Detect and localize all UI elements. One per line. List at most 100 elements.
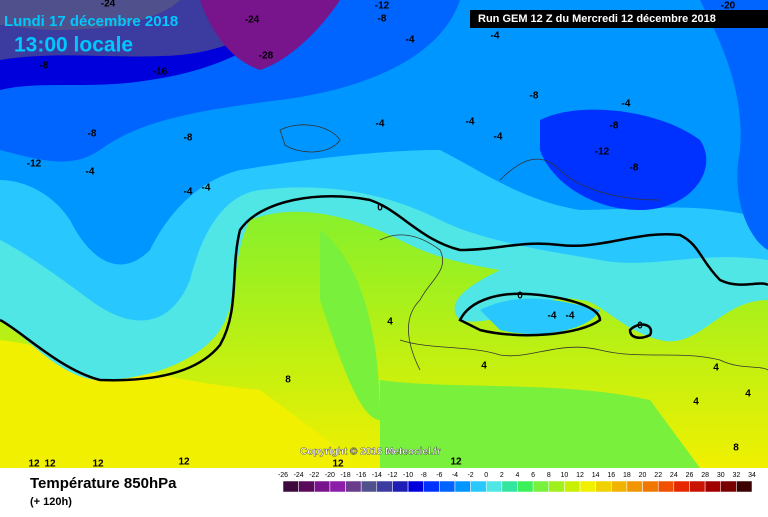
coastlines [279,124,768,371]
legend-tick-label: -6 [436,472,442,479]
contour-label: 12 [44,459,56,470]
contour-label: -4 [86,167,95,178]
legend-tick-label: -20 [325,472,335,479]
contour-label: 0 [637,321,643,332]
contour-labels: -24-24-12-8-20-28-4 -4-8-16-8-4-8 -8-4 -4-4… [27,0,751,470]
legend-swatch [392,480,409,493]
legend-tick-label: 6 [531,472,535,479]
legend-swatch [673,480,690,493]
legend-tick-label: -18 [340,472,350,479]
legend-swatch [376,480,393,493]
legend-swatch [642,480,659,493]
legend-swatch [548,480,565,493]
legend-swatch [736,480,753,493]
run-banner [470,10,768,28]
legend-swatch [611,480,628,493]
legend-swatch [579,480,596,493]
legend-tick-label: -4 [452,472,458,479]
contour-label: -8 [40,61,49,72]
legend-swatch [657,480,675,493]
contour-label: 12 [450,457,462,468]
legend-swatch [407,480,424,493]
legend-tick-label: 30 [717,472,725,479]
legend-swatch [282,480,299,493]
legend-tick-label: 22 [654,472,662,479]
legend-swatch [532,480,550,493]
footer-title: Température 850hPa [30,475,177,492]
legend-swatch [423,480,440,493]
legend-swatch [501,480,518,493]
contour-label: -4 [466,117,475,128]
contour-label: -8 [88,129,97,140]
contour-label: 12 [28,459,40,470]
legend-swatch [345,480,362,493]
legend-tick-label: 8 [547,472,551,479]
legend-tick-label: 32 [732,472,740,479]
legend-swatch [454,480,471,493]
contour-label: -4 [184,187,193,198]
legend-tick-label: -12 [387,472,397,479]
contour-label: -4 [622,99,631,110]
contour-label: -4 [494,132,503,143]
legend-tick-label: 18 [623,472,631,479]
legend-swatch [314,480,331,493]
legend-tick-label: -22 [309,472,319,479]
legend-swatch [360,480,378,493]
legend-swatch [439,480,456,493]
contour-label: -12 [375,1,390,12]
contour-label: 4 [713,363,719,374]
contour-label: -12 [595,147,610,158]
legend-tick-label: 26 [686,472,694,479]
contour-label: 12 [92,459,104,470]
contour-label: -8 [610,121,619,132]
contour-label: -8 [184,133,193,144]
legend-swatch [517,480,534,493]
contour-label: -8 [630,163,639,174]
legend-swatch [704,480,721,493]
contour-label: 12 [178,457,190,468]
legend-tick-label: 0 [484,472,488,479]
legend-tick-label: 24 [670,472,678,479]
legend-tick-label: 28 [701,472,709,479]
contour-label: -4 [202,183,211,194]
legend-tick-label: 4 [516,472,520,479]
legend-tick-label: 12 [576,472,584,479]
contour-label: 8 [733,443,739,454]
contour-label: -4 [548,311,557,322]
legend-tick-label: -26 [278,472,288,479]
contour-label: 4 [745,389,751,400]
legend-tick-label: 16 [607,472,615,479]
legend-swatch [626,480,643,493]
map-field [0,0,768,468]
map-date: Lundi 17 décembre 2018 [4,13,178,30]
contour-label: -4 [406,35,415,46]
legend-tick-label: 14 [592,472,600,479]
legend-tick-label: 2 [500,472,504,479]
contour-label: -12 [27,159,42,170]
legend-tick-label: -14 [372,472,382,479]
color-legend: -26 -24 -22 -20 -18 -16 -14 -12 -10 -8 -6 -4 -2 0 2 4 6 8… [278,472,756,493]
legend-swatch [329,480,346,493]
legend-swatch [689,480,706,493]
legend-swatch [485,480,503,493]
contour-label: -20 [721,1,736,12]
contour-label: 0 [517,291,523,302]
footer-lead: (+ 120h) [30,496,72,508]
contour-label: 12 [332,459,344,470]
contour-label: 8 [285,375,291,386]
legend-swatch [595,480,612,493]
run-info: Run GEM 12 Z du Mercredi 12 décembre 201… [478,13,716,25]
contour-label: 4 [387,317,393,328]
legend-swatch [298,480,315,493]
legend-tick-label: -2 [467,472,473,479]
contour-label: 0 [377,203,383,214]
legend-swatch [720,480,737,493]
contour-label: -24 [245,15,260,26]
contour-label: 4 [481,361,487,372]
legend-tick-label: -10 [403,472,413,479]
contour-label: -16 [153,67,168,78]
contour-label: -4 [491,31,500,42]
contour-label: -4 [566,311,575,322]
